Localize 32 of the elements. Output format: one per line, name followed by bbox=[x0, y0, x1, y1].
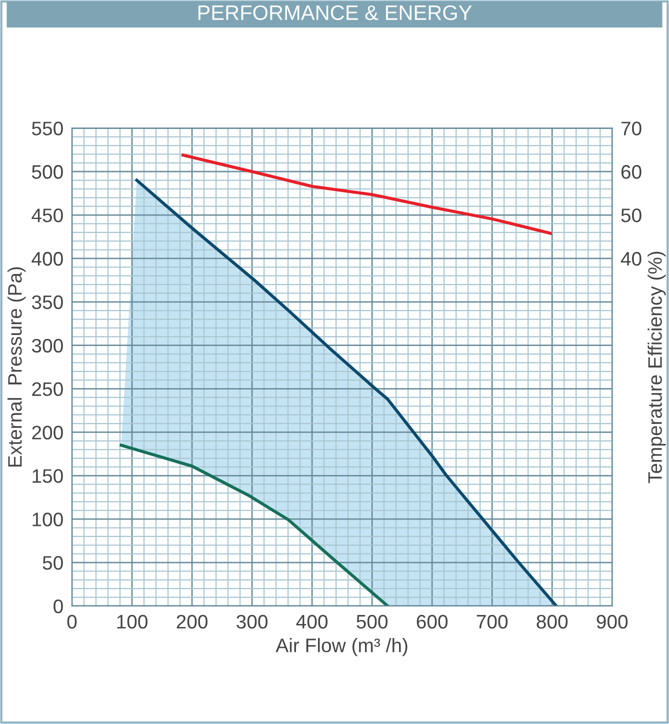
line-series bbox=[120, 444, 390, 606]
x-tick-label: 500 bbox=[356, 614, 388, 629]
y-tick-label: 500 bbox=[32, 165, 63, 179]
x-tick-label: 900 bbox=[596, 614, 628, 629]
y-tick-label: 350 bbox=[32, 295, 63, 310]
y-axis-title: External Pressure (Pa) bbox=[8, 267, 26, 467]
y-tick-label: 100 bbox=[32, 512, 63, 526]
y-tick-label: 200 bbox=[32, 426, 63, 440]
x-tick-label: 800 bbox=[536, 614, 568, 629]
y-tick-label: 450 bbox=[32, 208, 63, 222]
y-tick-label: 150 bbox=[32, 469, 63, 483]
y2-tick-label: 70 bbox=[621, 122, 642, 136]
y-tick-label: 300 bbox=[32, 338, 63, 353]
y2-tick-label: 50 bbox=[621, 208, 642, 222]
y-tick-label: 550 bbox=[32, 122, 63, 136]
y-tick-label: 250 bbox=[32, 382, 63, 396]
x-tick-label: 700 bbox=[476, 614, 508, 629]
x-tick-label: 200 bbox=[176, 614, 208, 629]
chart-title: PERFORMANCE & ENERGY bbox=[198, 5, 472, 20]
line-series bbox=[181, 154, 552, 235]
y2-tick-label: 40 bbox=[620, 252, 642, 266]
x-tick-label: 300 bbox=[236, 614, 268, 629]
x-tick-label: 400 bbox=[296, 614, 328, 629]
y2-tick-label: 60 bbox=[621, 165, 642, 179]
y-tick-label: 0 bbox=[54, 599, 63, 614]
y2-axis-title: Temperature Efficiency (%) bbox=[648, 252, 666, 484]
y-tick-label: 400 bbox=[32, 252, 63, 266]
x-tick-label: 0 bbox=[67, 614, 77, 629]
y-tick-label: 50 bbox=[42, 556, 63, 570]
x-axis-title: Air Flow (m³ /h) bbox=[276, 638, 408, 656]
x-tick-label: 600 bbox=[416, 614, 448, 629]
x-tick-label: 100 bbox=[117, 614, 148, 629]
